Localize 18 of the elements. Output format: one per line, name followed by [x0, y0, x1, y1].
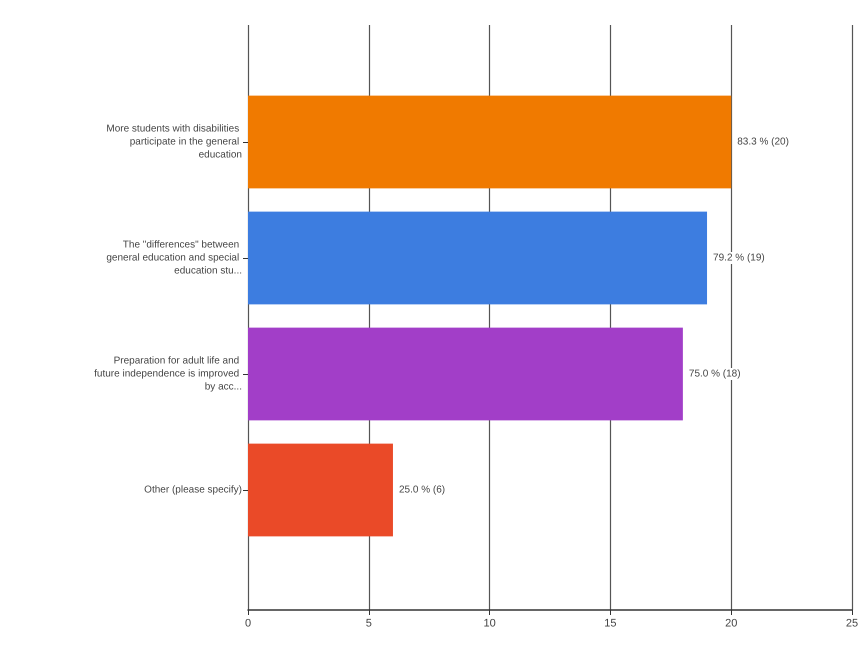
x-tick-label: 25	[846, 618, 858, 630]
data-label: 75.0 % (18)	[688, 368, 741, 380]
x-tick-label: 0	[244, 618, 252, 630]
data-label: 83.3 % (20)	[737, 136, 789, 148]
y-tick-label: Preparation for adult life and future independence is improved by acc...	[94, 356, 242, 392]
data-label: 25.0 % (6)	[398, 484, 446, 496]
data-label: 79.2 % (19)	[713, 252, 765, 264]
x-tick-label: 20	[725, 618, 738, 630]
x-tick-label: 15	[604, 618, 617, 630]
y-tick-label: The "differences" between general education and special education stu...	[106, 240, 242, 276]
bar	[248, 328, 683, 420]
x-tick-label: 10	[483, 618, 496, 630]
bar	[248, 444, 393, 536]
bar	[248, 212, 708, 304]
x-tick-label: 5	[366, 618, 372, 630]
y-tick-label: More students with disabilities participate in the general education	[106, 124, 242, 160]
y-tick-label: Other (please specify)	[144, 484, 242, 496]
bar	[248, 96, 732, 188]
